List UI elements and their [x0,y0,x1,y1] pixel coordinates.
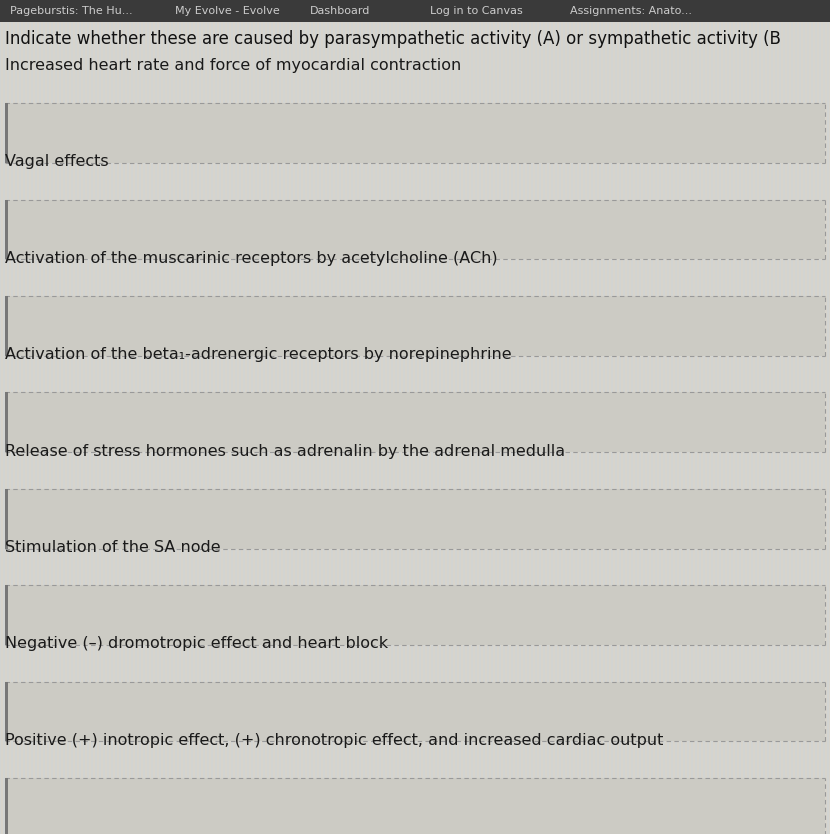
Bar [5,103,8,163]
Bar [5,585,8,645]
Bar [5,585,825,645]
Bar [5,199,8,259]
Text: Log in to Canvas: Log in to Canvas [430,6,523,16]
Bar [5,681,8,741]
Bar [5,489,8,549]
Bar [5,393,8,452]
Text: Assignments: Anato...: Assignments: Anato... [570,6,692,16]
Text: Negative (–) dromotropic effect and heart block: Negative (–) dromotropic effect and hear… [5,636,388,651]
Text: Pageburstis: The Hu...: Pageburstis: The Hu... [10,6,133,16]
Text: Vagal effects: Vagal effects [5,154,109,169]
Text: Activation of the beta₁-adrenergic receptors by norepinephrine: Activation of the beta₁-adrenergic recep… [5,347,511,362]
Text: Increased heart rate and force of myocardial contraction: Increased heart rate and force of myocar… [5,58,461,73]
Bar [5,681,825,741]
Bar [5,778,825,834]
Text: Indicate whether these are caused by parasympathetic activity (A) or sympathetic: Indicate whether these are caused by par… [5,30,781,48]
Text: Positive (+) inotropic effect, (+) chronotropic effect, and increased cardiac ou: Positive (+) inotropic effect, (+) chron… [5,732,663,747]
Bar [5,778,8,834]
Text: Dashboard: Dashboard [310,6,370,16]
Text: Release of stress hormones such as adrenalin by the adrenal medulla: Release of stress hormones such as adren… [5,444,565,459]
Text: Activation of the muscarinic receptors by acetylcholine (ACh): Activation of the muscarinic receptors b… [5,251,498,266]
Bar [5,296,8,356]
Bar [5,103,825,163]
Bar [0,0,830,22]
Bar [5,199,825,259]
Text: Stimulation of the SA node: Stimulation of the SA node [5,540,221,555]
Text: My Evolve - Evolve: My Evolve - Evolve [175,6,280,16]
Bar [5,489,825,549]
Bar [5,393,825,452]
Bar [5,296,825,356]
